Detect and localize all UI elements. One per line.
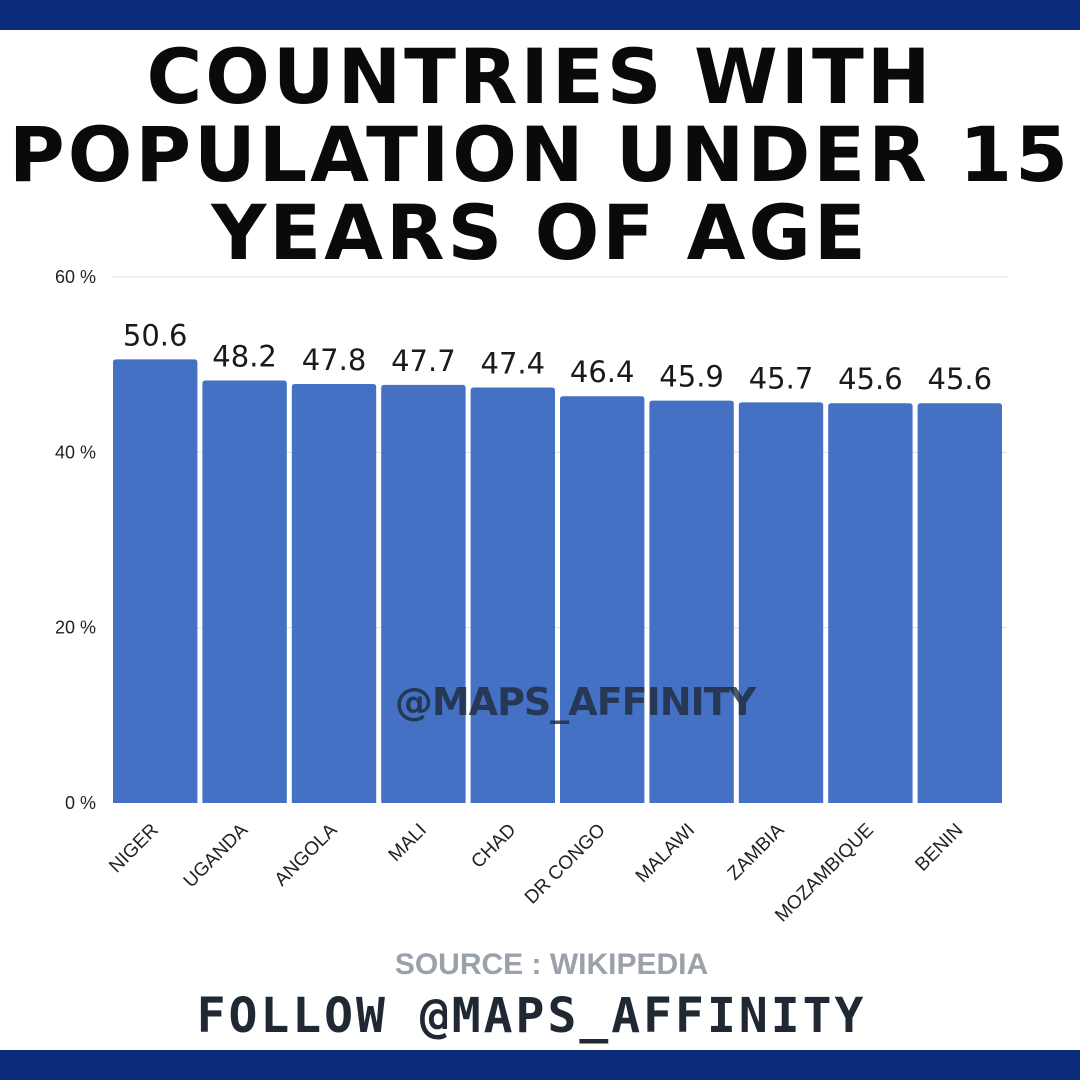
title-line-2: POPULATION UNDER 15 [9,110,1071,199]
chart-title: COUNTRIES WITH POPULATION UNDER 15 YEARS… [0,38,1080,272]
bar-benin [917,403,1002,803]
top-band [0,0,1080,30]
data-label: 45.9 [659,360,724,394]
source-text: SOURCE : WIKIPEDIA [394,948,709,981]
follow-text: FOLLOW @MAPS_AFFINITY [196,988,867,1044]
x-tick-label: CHAD [467,820,520,873]
bottom-band [0,1050,1080,1080]
bar-niger [113,359,198,803]
x-tick-label: ANGOLA [271,819,342,890]
bar-zambia [738,402,824,803]
x-tick-label: ZAMBIA [724,819,789,884]
bar-chad [470,387,555,803]
data-label: 45.7 [749,361,814,395]
x-tick-label: MALAWI [632,820,699,887]
bar-angola [291,383,377,803]
data-label: 47.8 [302,343,367,377]
x-tick-label: NIGER [105,820,162,877]
data-label: 45.6 [928,362,993,396]
y-tick-label: 20 % [55,618,96,638]
y-tick-label: 40 % [55,442,96,462]
x-tick-label: MALI [385,820,431,866]
data-label: 48.2 [212,339,277,373]
bar-mozambique [828,403,913,803]
y-tick-label: 60 % [55,267,96,287]
x-tick-label: UGANDA [180,819,253,892]
bar-uganda [202,380,287,803]
x-tick-label: DR CONGO [521,820,610,909]
x-tick-label: BENIN [911,820,967,876]
data-label: 46.4 [570,355,635,389]
title-line-1: COUNTRIES WITH [146,32,934,121]
data-label: 47.4 [481,346,546,380]
bar-dr-congo [560,396,645,803]
bar-malawi [649,400,734,803]
watermark-text: @MAPS_AFFINITY [394,680,756,724]
title-line-3: YEARS OF AGE [211,188,869,277]
bar-mali [381,384,466,803]
y-tick-label: 0 % [65,793,96,813]
data-label: 50.6 [123,318,188,352]
data-label: 47.7 [391,344,456,378]
bar-chart: 0 % 20 % 40 % 60 % 50.6 NIGER 48.2 UGANDA 47.8 AN… [55,267,1007,926]
data-label: 45.6 [838,362,903,396]
